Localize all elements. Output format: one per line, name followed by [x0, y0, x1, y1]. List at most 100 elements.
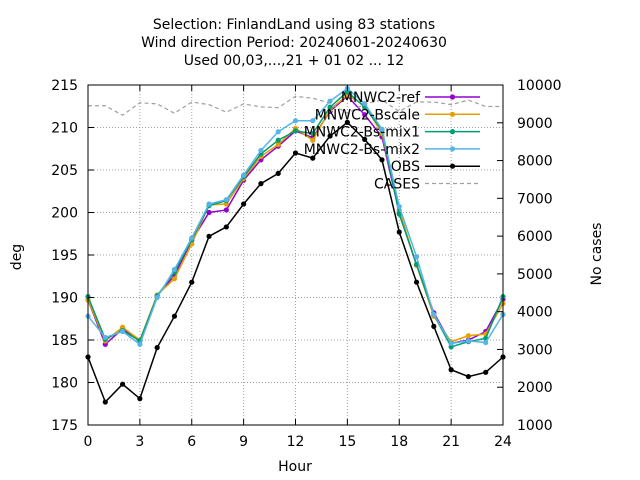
data-point — [206, 233, 212, 239]
y-tick-label: 195 — [51, 248, 78, 264]
legend-item: MNWC2-Bs-mix2 — [304, 142, 480, 158]
x-tick-label: 21 — [442, 434, 460, 450]
x-tick-label: 0 — [84, 434, 93, 450]
data-point — [275, 129, 281, 135]
data-point — [483, 339, 489, 346]
data-point — [310, 130, 316, 137]
data-point — [396, 203, 402, 210]
series-line — [88, 95, 503, 116]
data-point — [310, 155, 316, 161]
y-tick-label: 210 — [51, 121, 78, 137]
data-point — [223, 224, 229, 230]
data-point — [362, 112, 368, 118]
data-point — [241, 201, 247, 207]
x-tick-label: 6 — [187, 434, 196, 450]
legend-item: OBS — [391, 159, 480, 175]
legend-marker — [449, 111, 456, 117]
title-line-2: Wind direction Period: 20240601-20240630 — [141, 35, 447, 51]
y-tick-label: 175 — [51, 418, 78, 434]
data-point — [327, 133, 333, 139]
data-point — [327, 104, 333, 110]
data-point — [223, 207, 229, 213]
y-tick-label: 180 — [51, 376, 78, 392]
data-point — [431, 323, 437, 329]
data-point — [310, 137, 316, 143]
data-point — [396, 229, 402, 235]
data-point — [413, 279, 420, 285]
data-point — [448, 367, 454, 373]
data-point — [171, 276, 178, 282]
data-point — [154, 345, 160, 351]
series-obs — [85, 119, 506, 405]
data-point — [465, 338, 472, 344]
data-point — [379, 157, 385, 163]
data-point — [431, 311, 437, 318]
data-point — [344, 119, 350, 125]
data-point — [413, 254, 420, 260]
plot-series — [85, 85, 506, 405]
x-tick-label: 9 — [239, 434, 248, 450]
legend-marker — [449, 146, 456, 152]
legend-label: CASES — [374, 177, 420, 193]
y2-tick-label: 4000 — [517, 305, 553, 321]
x-axis-label: Hour — [278, 459, 312, 475]
legend-label: MNWC2-Bs-mix2 — [304, 142, 420, 158]
y-tick-label: 205 — [51, 163, 78, 179]
x-tick-label: 18 — [390, 434, 408, 450]
y2-axis-label: No cases — [589, 223, 605, 286]
legend-marker — [449, 94, 456, 100]
data-point — [102, 399, 108, 405]
data-point — [379, 126, 385, 132]
y2-tick-label: 3000 — [517, 342, 553, 358]
data-point — [275, 141, 281, 148]
data-point — [119, 328, 126, 335]
data-point — [189, 279, 195, 285]
data-point — [189, 235, 195, 241]
legend-item: MNWC2-ref — [341, 90, 480, 106]
data-point — [362, 136, 368, 142]
y2-tick-label: 8000 — [517, 154, 553, 170]
data-point — [137, 396, 143, 402]
x-tick-label: 3 — [135, 434, 144, 450]
data-point — [119, 381, 126, 387]
legend-item: CASES — [374, 177, 480, 193]
data-point — [171, 313, 178, 319]
data-point — [171, 266, 178, 273]
grid — [88, 85, 503, 425]
data-point — [275, 137, 281, 143]
data-point — [258, 147, 264, 154]
y2-tick-label: 10000 — [517, 78, 562, 94]
data-point — [241, 172, 247, 178]
data-point — [206, 201, 212, 207]
legend-item: MNWC2-Bs-mix1 — [304, 125, 480, 141]
data-point — [258, 181, 264, 187]
legend-marker — [449, 129, 456, 135]
legend-marker — [449, 163, 456, 169]
data-point — [465, 373, 472, 380]
y2-tick-label: 5000 — [517, 267, 553, 283]
y2-tick-label: 9000 — [517, 116, 553, 132]
y2-tick-label: 2000 — [517, 380, 553, 396]
y-tick-label: 190 — [51, 291, 78, 307]
title-line-1: Selection: FinlandLand using 83 stations — [153, 17, 435, 33]
data-point — [137, 341, 143, 347]
data-point — [292, 128, 299, 134]
data-point — [310, 118, 316, 124]
chart-title: Selection: FinlandLand using 83 stations… — [141, 17, 447, 69]
data-point — [102, 334, 108, 341]
legend-label: MNWC2-Bscale — [315, 107, 420, 123]
data-point — [223, 197, 229, 203]
data-point — [292, 150, 299, 156]
y2-tick-label: 7000 — [517, 191, 553, 207]
data-point — [483, 369, 489, 375]
data-point — [448, 340, 454, 346]
data-point — [154, 294, 160, 301]
data-point — [206, 209, 212, 216]
y-axis-label: deg — [9, 244, 25, 270]
axis-ticks: 0 3 6 9 12 15 18 21 24 175 180 185 190 195 200 205 210 21… — [51, 78, 561, 450]
title-line-3: Used 00,03,...,21 + 01 02 ... 12 — [184, 53, 404, 69]
x-tick-label: 24 — [494, 434, 512, 450]
data-point — [292, 118, 299, 124]
